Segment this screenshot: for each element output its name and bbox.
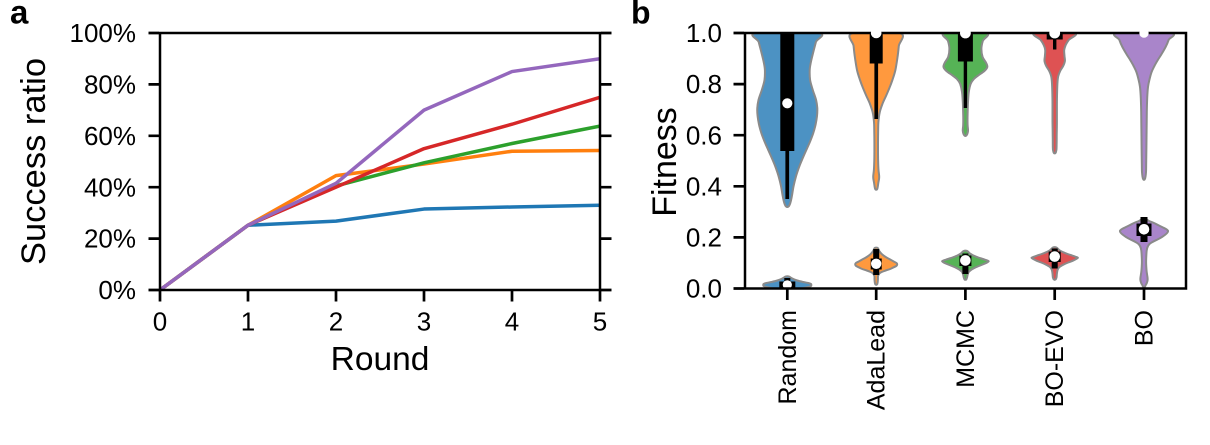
svg-text:20%: 20%	[84, 224, 136, 254]
svg-text:60%: 60%	[84, 121, 136, 151]
svg-text:0: 0	[153, 307, 167, 337]
svg-text:Fitness: Fitness	[646, 107, 684, 217]
svg-text:5: 5	[593, 307, 607, 337]
svg-text:b: b	[631, 0, 651, 31]
svg-text:1.0: 1.0	[686, 18, 722, 48]
svg-text:Random: Random	[774, 310, 802, 405]
svg-text:Success ratio: Success ratio	[15, 58, 53, 265]
svg-text:MCMC: MCMC	[952, 310, 980, 388]
svg-text:100%: 100%	[70, 18, 137, 48]
svg-text:0.6: 0.6	[686, 120, 722, 150]
svg-text:0.4: 0.4	[686, 171, 722, 201]
svg-text:AdaLead: AdaLead	[863, 310, 891, 410]
svg-text:2: 2	[329, 307, 343, 337]
svg-text:BO-EVO: BO-EVO	[1041, 310, 1069, 407]
svg-text:0.0: 0.0	[686, 274, 722, 304]
svg-text:Round: Round	[331, 341, 430, 378]
svg-text:a: a	[10, 0, 29, 31]
svg-text:0%: 0%	[98, 275, 136, 305]
svg-text:0.2: 0.2	[686, 223, 722, 253]
svg-text:1: 1	[241, 307, 255, 337]
svg-text:0.8: 0.8	[686, 69, 722, 99]
svg-text:40%: 40%	[84, 172, 136, 202]
svg-text:3: 3	[417, 307, 431, 337]
svg-text:80%: 80%	[84, 70, 136, 100]
svg-text:4: 4	[505, 307, 519, 337]
svg-text:BO: BO	[1131, 310, 1159, 346]
